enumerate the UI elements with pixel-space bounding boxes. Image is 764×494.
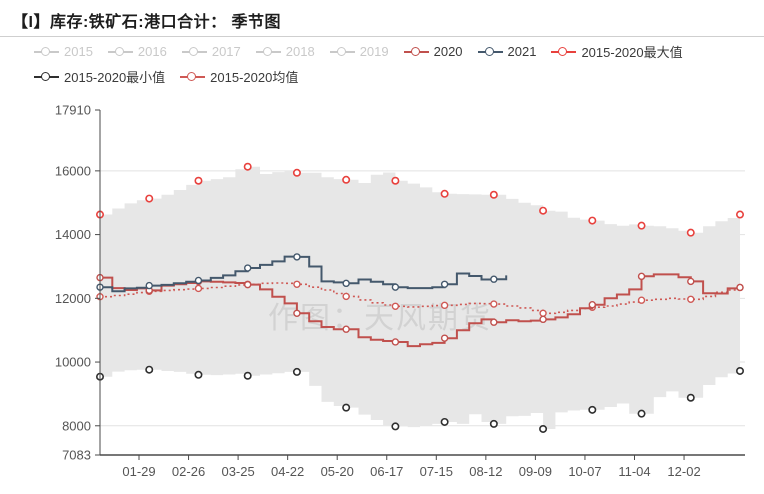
y-tick-label: 17910 bbox=[55, 103, 91, 118]
legend-marker-icon bbox=[180, 71, 206, 82]
legend-item-2015-2020-[interactable]: 2015-2020最小值 bbox=[34, 67, 165, 86]
legend-marker-icon bbox=[34, 71, 59, 82]
legend-label: 2018 bbox=[285, 44, 315, 59]
title-divider bbox=[0, 36, 764, 37]
legend-marker-icon bbox=[477, 46, 503, 57]
watermark-layer: 作图：天风期货 bbox=[268, 302, 492, 335]
watermark: 作图：天风期货 bbox=[268, 302, 492, 335]
y-tick-label: 8000 bbox=[62, 418, 91, 433]
x-tick-label: 07-15 bbox=[420, 464, 453, 479]
legend-label: 2015-2020最大值 bbox=[581, 45, 683, 60]
legend-marker-icon bbox=[551, 46, 577, 57]
legend-item-2019[interactable]: 2019 bbox=[329, 44, 389, 59]
legend-item-2016[interactable]: 2016 bbox=[107, 44, 167, 59]
x-tick-label: 11-04 bbox=[618, 464, 650, 479]
axes bbox=[99, 110, 745, 456]
legend-marker-icon bbox=[107, 46, 133, 57]
legend-label: 2016 bbox=[137, 44, 167, 59]
legend-label: 2020 bbox=[433, 44, 463, 59]
min-max-band bbox=[100, 166, 740, 429]
legend-label: 2015-2020最小值 bbox=[64, 70, 166, 85]
legend-label: 2015 bbox=[64, 44, 93, 59]
series-2015-2020- bbox=[96, 365, 744, 433]
legend-item-2015[interactable]: 2015 bbox=[34, 44, 93, 59]
legend-item-2020[interactable]: 2020 bbox=[403, 44, 463, 59]
x-tick-label: 06-17 bbox=[370, 464, 403, 479]
legend-marker-icon bbox=[255, 46, 281, 57]
y-tick-label: 12000 bbox=[55, 291, 91, 306]
x-tick-label: 08-12 bbox=[469, 464, 502, 479]
x-tick-label: 02-26 bbox=[172, 464, 205, 479]
legend-marker-icon bbox=[403, 46, 429, 57]
y-tick-label: 10000 bbox=[55, 355, 91, 370]
legend-marker-icon bbox=[181, 46, 207, 57]
legend-item-2015-2020-[interactable]: 2015-2020最大值 bbox=[551, 42, 683, 61]
legend-item-2017[interactable]: 2017 bbox=[181, 44, 241, 59]
chart-title: 【I】库存:铁矿石:港口合计： 季节图 bbox=[12, 14, 282, 31]
x-tick-label: 04-22 bbox=[271, 464, 304, 479]
series-2015-2020- bbox=[96, 162, 744, 237]
x-tick-label: 12-02 bbox=[667, 464, 700, 479]
legend: 2015 2016 2017 2018 2019 2020 2021 2015-2020最大值… bbox=[34, 42, 740, 86]
legend-item-2015-2020-[interactable]: 2015-2020均值 bbox=[180, 67, 298, 86]
y-tick-label: 7083 bbox=[62, 448, 91, 463]
legend-label: 2019 bbox=[359, 44, 389, 59]
x-tick-label: 01-29 bbox=[122, 464, 155, 479]
y-axis-ticks: 7083 8000 10000 12000 14000 16000 17910 bbox=[55, 103, 100, 463]
legend-marker-icon bbox=[329, 46, 355, 57]
legend-item-2021[interactable]: 2021 bbox=[477, 44, 537, 59]
series-2021 bbox=[96, 253, 508, 293]
legend-label: 2017 bbox=[211, 44, 241, 59]
x-tick-label: 09-09 bbox=[519, 464, 552, 479]
x-tick-label: 10-07 bbox=[568, 464, 601, 479]
x-tick-label: 03-25 bbox=[221, 464, 254, 479]
legend-label: 2021 bbox=[507, 44, 537, 59]
y-tick-label: 14000 bbox=[55, 227, 91, 242]
x-axis-ticks: 01-29 02-26 03-25 04-22 05-20 06-17 07-15 08-12… bbox=[122, 455, 701, 479]
x-tick-label: 05-20 bbox=[321, 464, 354, 479]
legend-label: 2015-2020均值 bbox=[210, 70, 299, 85]
legend-item-2018[interactable]: 2018 bbox=[255, 44, 315, 59]
y-tick-label: 16000 bbox=[55, 163, 91, 178]
legend-marker-icon bbox=[34, 46, 59, 57]
